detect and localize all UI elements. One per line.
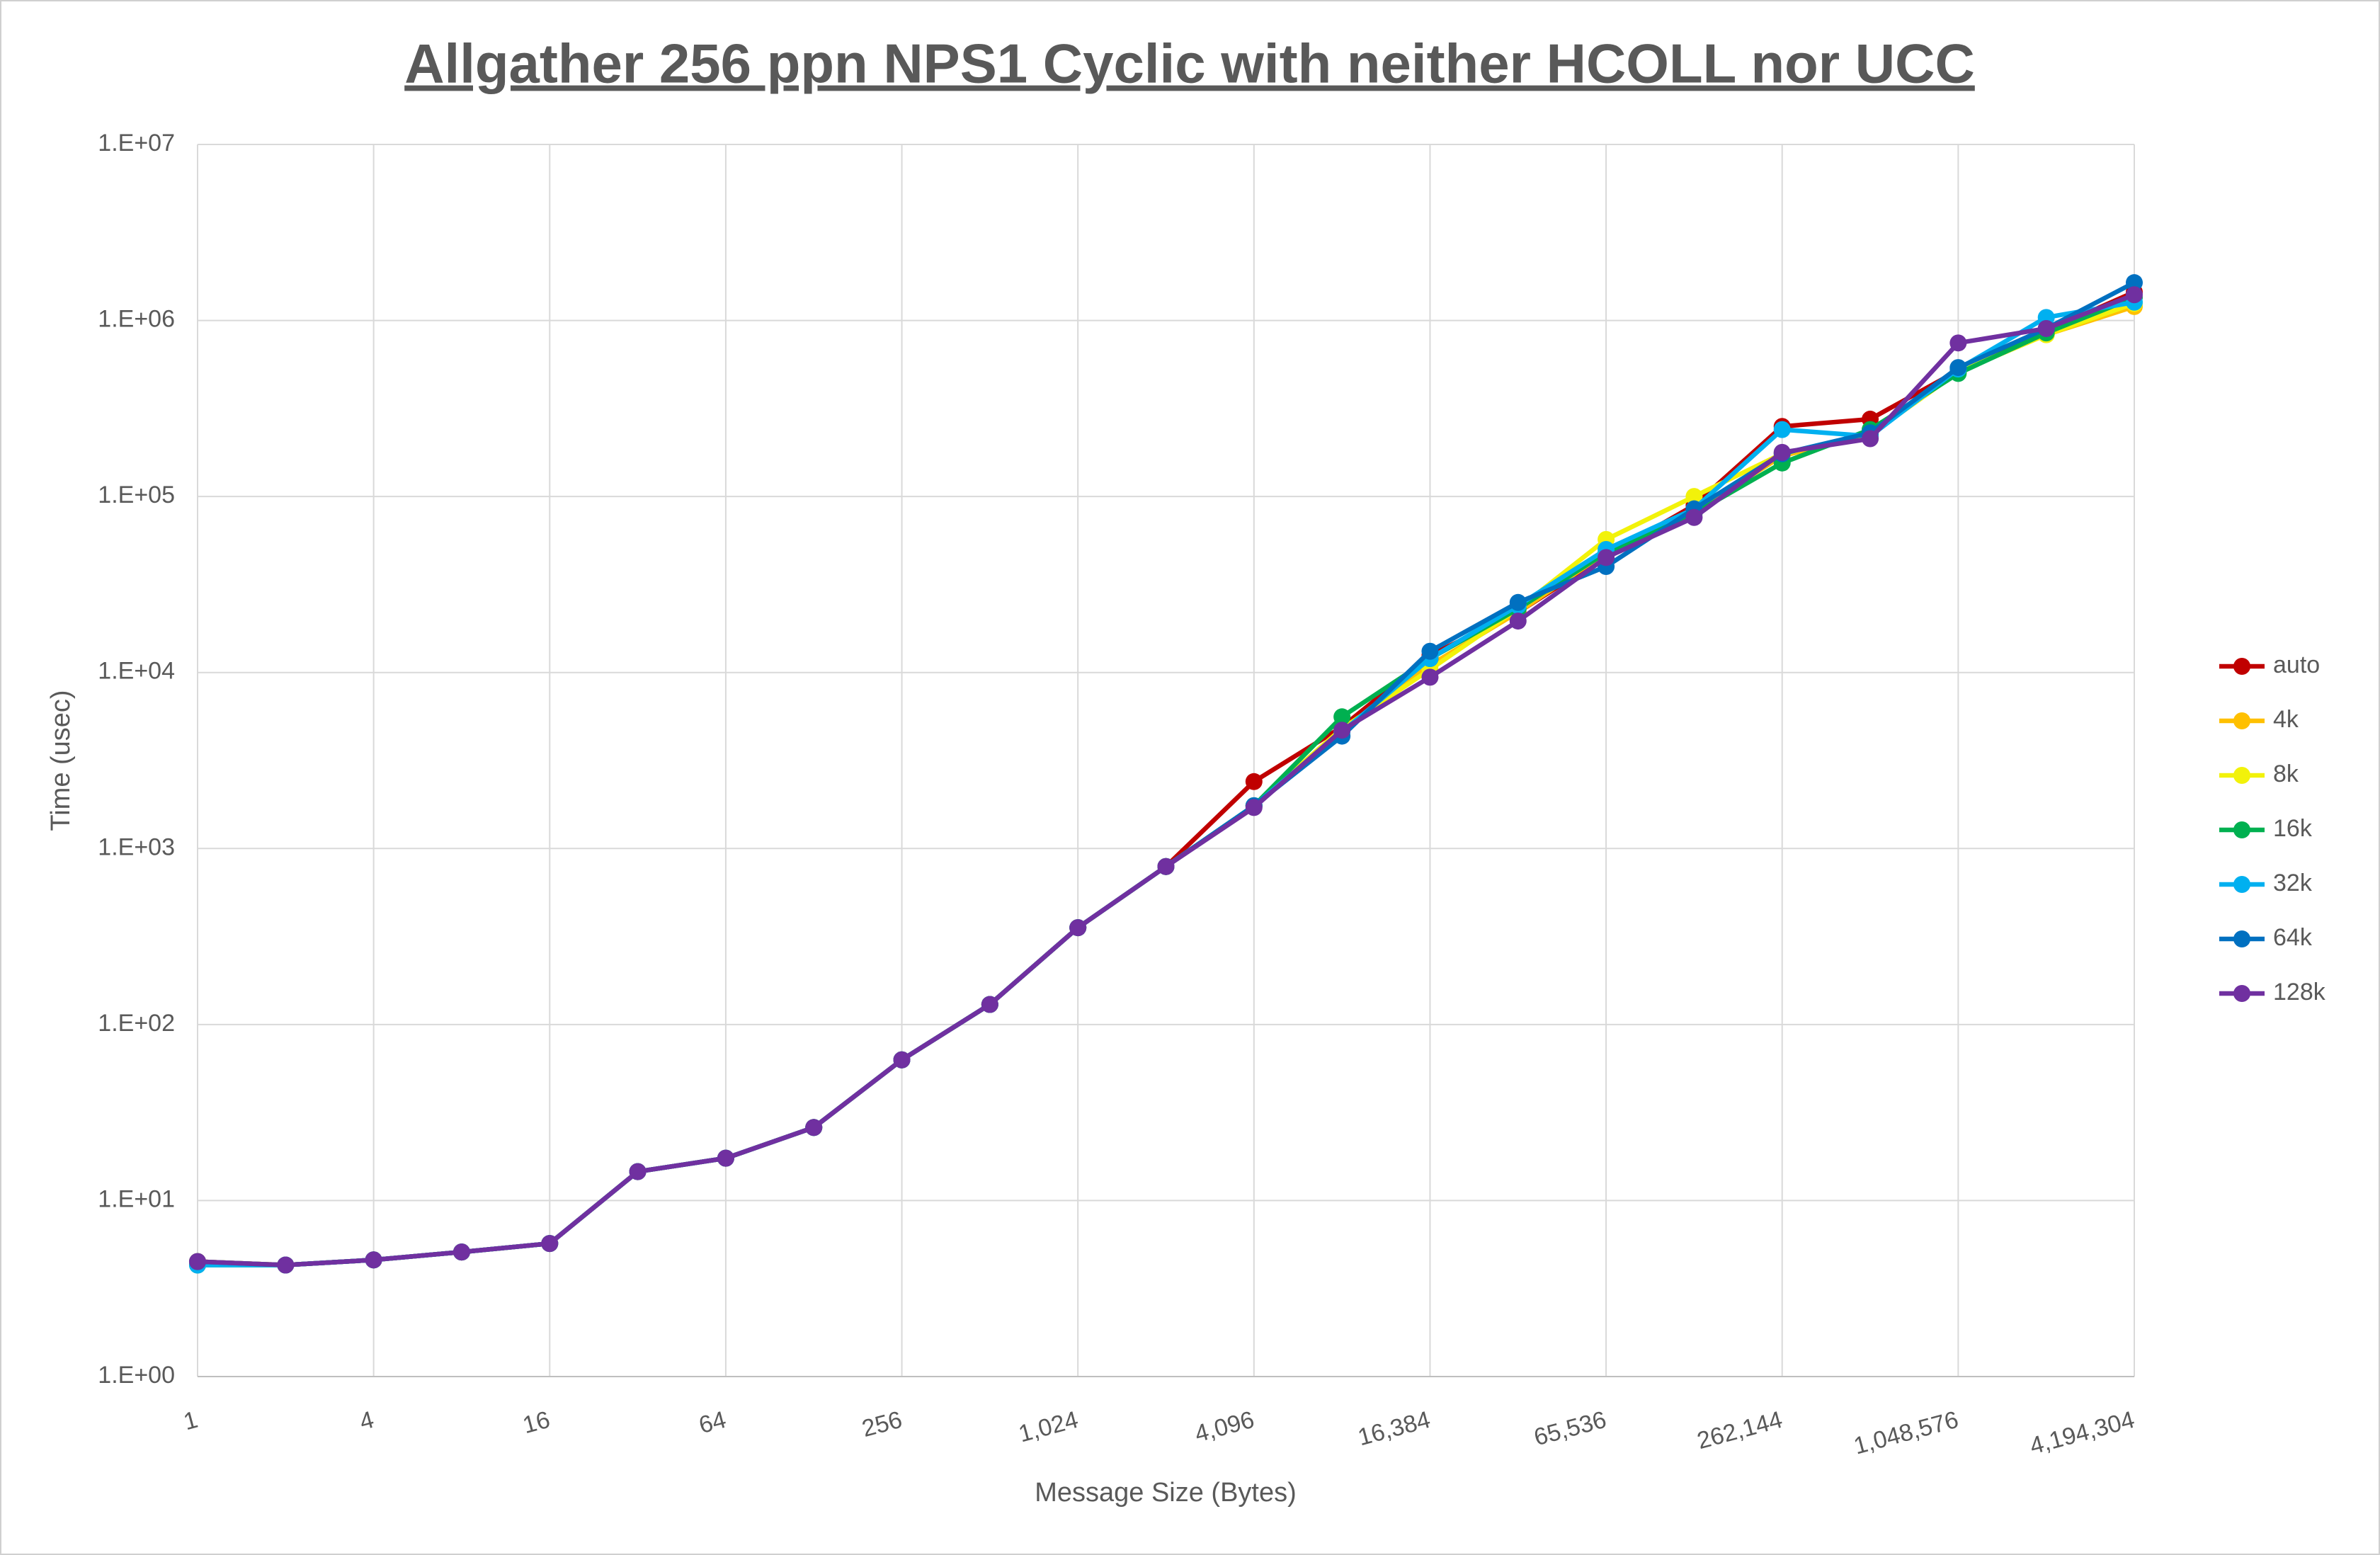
legend-marker: [2233, 712, 2250, 729]
data-point: [1862, 430, 1879, 448]
legend-label: 128k: [2273, 979, 2326, 1006]
y-tick-label: 1.E+07: [98, 130, 175, 156]
legend-marker: [2233, 821, 2250, 838]
legend-marker: [2233, 876, 2250, 893]
data-point: [1949, 359, 1967, 377]
data-point: [1421, 642, 1439, 660]
data-point: [452, 1243, 470, 1261]
data-point: [189, 1253, 206, 1270]
y-tick-label: 1.E+04: [98, 658, 175, 685]
data-point: [1245, 799, 1263, 816]
data-point: [365, 1251, 382, 1269]
legend-label: 8k: [2273, 761, 2299, 787]
y-tick-label: 1.E+01: [98, 1185, 175, 1212]
data-point: [1773, 421, 1791, 438]
data-point: [1157, 858, 1175, 875]
data-point: [893, 1051, 911, 1069]
data-point: [981, 996, 998, 1013]
data-point: [1949, 334, 1967, 352]
x-axis-label: Message Size (Bytes): [1035, 1478, 1297, 1508]
data-point: [1685, 488, 1703, 506]
data-point: [2126, 274, 2143, 292]
legend-marker: [2233, 767, 2250, 784]
data-point: [1333, 722, 1351, 739]
data-point: [1333, 708, 1351, 726]
data-point: [1685, 508, 1703, 526]
data-point: [277, 1256, 295, 1274]
legend-marker: [2233, 985, 2250, 1002]
data-point: [1421, 668, 1439, 686]
y-tick-label: 1.E+03: [98, 833, 175, 860]
legend-label: 32k: [2273, 870, 2313, 896]
data-point: [1069, 919, 1087, 937]
legend-marker: [2233, 930, 2250, 947]
legend-label: auto: [2273, 651, 2320, 678]
data-point: [1245, 773, 1263, 790]
legend-label: 4k: [2273, 706, 2299, 733]
chart-title: Allgather 256 ppn NPS1 Cyclic with neith…: [404, 33, 1975, 95]
data-point: [2126, 286, 2143, 304]
data-point: [717, 1149, 734, 1167]
legend-label: 16k: [2273, 815, 2313, 842]
data-point: [541, 1235, 559, 1253]
data-point: [1773, 443, 1791, 461]
data-point: [2037, 319, 2055, 337]
y-tick-label: 1.E+05: [98, 482, 175, 508]
data-point: [1509, 593, 1527, 611]
data-point: [1509, 613, 1527, 630]
y-tick-label: 1.E+06: [98, 306, 175, 333]
data-point: [629, 1163, 647, 1180]
data-point: [805, 1119, 823, 1137]
legend-label: 64k: [2273, 924, 2313, 951]
data-point: [1598, 549, 1615, 566]
y-tick-label: 1.E+00: [98, 1362, 175, 1389]
legend-marker: [2233, 658, 2250, 675]
y-axis-label: Time (usec): [46, 690, 76, 831]
y-tick-label: 1.E+02: [98, 1010, 175, 1037]
